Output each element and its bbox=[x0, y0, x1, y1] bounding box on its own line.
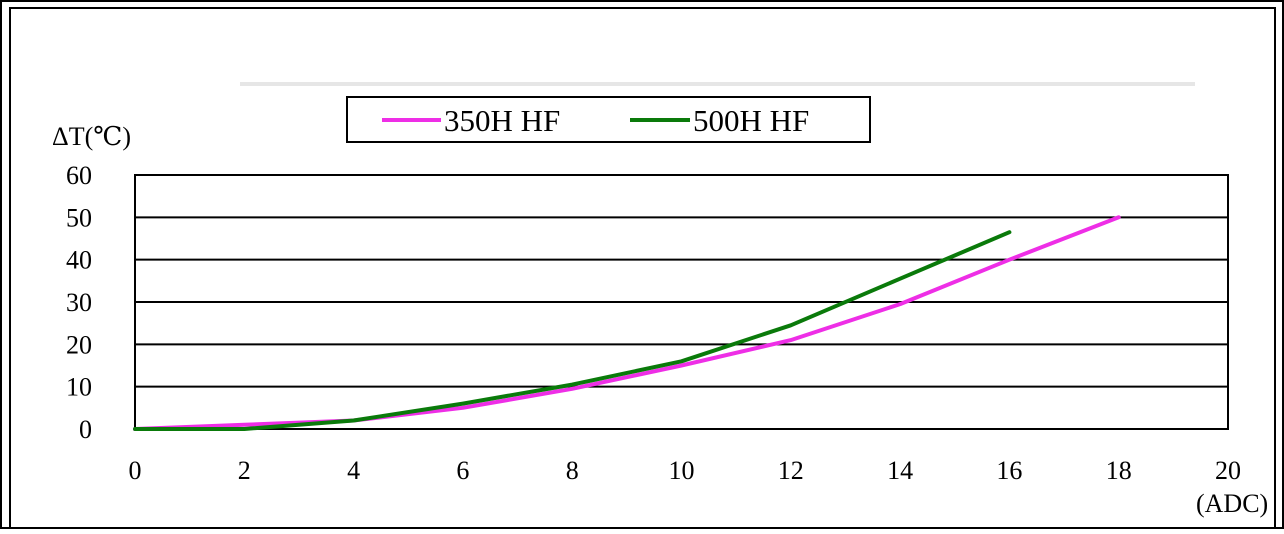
legend: 350H HF 500H HF bbox=[346, 96, 871, 143]
x-tick-label: 2 bbox=[238, 456, 251, 485]
grid bbox=[134, 174, 1229, 430]
y-tick-label: 30 bbox=[66, 288, 92, 317]
y-axis-label: ΔT(℃) bbox=[52, 122, 131, 151]
x-tick-label: 8 bbox=[566, 456, 579, 485]
y-tick-label: 50 bbox=[66, 203, 92, 232]
y-tick-label: 10 bbox=[66, 373, 92, 402]
series-line-0 bbox=[133, 215, 1121, 431]
x-tick-label: 0 bbox=[129, 456, 142, 485]
legend-label-0: 350H HF bbox=[444, 103, 560, 138]
x-tick-label: 12 bbox=[778, 456, 804, 485]
y-tick-label: 60 bbox=[66, 161, 92, 190]
x-tick-label: 14 bbox=[887, 456, 913, 485]
x-tick-label: 18 bbox=[1106, 456, 1132, 485]
x-tick-label: 10 bbox=[669, 456, 695, 485]
legend-box bbox=[346, 96, 871, 143]
series bbox=[133, 215, 1121, 431]
x-tick-labels: 0 2 4 6 8 10 12 14 16 18 20 bbox=[129, 456, 1242, 485]
y-tick-labels: 0 10 20 30 40 50 60 bbox=[66, 161, 92, 444]
x-tick-label: 16 bbox=[996, 456, 1022, 485]
legend-label-1: 500H HF bbox=[693, 103, 809, 138]
x-tick-label: 20 bbox=[1215, 456, 1241, 485]
y-tick-label: 40 bbox=[66, 246, 92, 275]
inner-border bbox=[9, 7, 1276, 530]
x-axis-label: (ADC) bbox=[1196, 489, 1268, 518]
y-tick-label: 20 bbox=[66, 330, 92, 359]
y-tick-label: 0 bbox=[79, 415, 92, 444]
x-tick-label: 6 bbox=[456, 456, 469, 485]
series-line-1 bbox=[133, 230, 1012, 431]
x-tick-label: 4 bbox=[347, 456, 360, 485]
